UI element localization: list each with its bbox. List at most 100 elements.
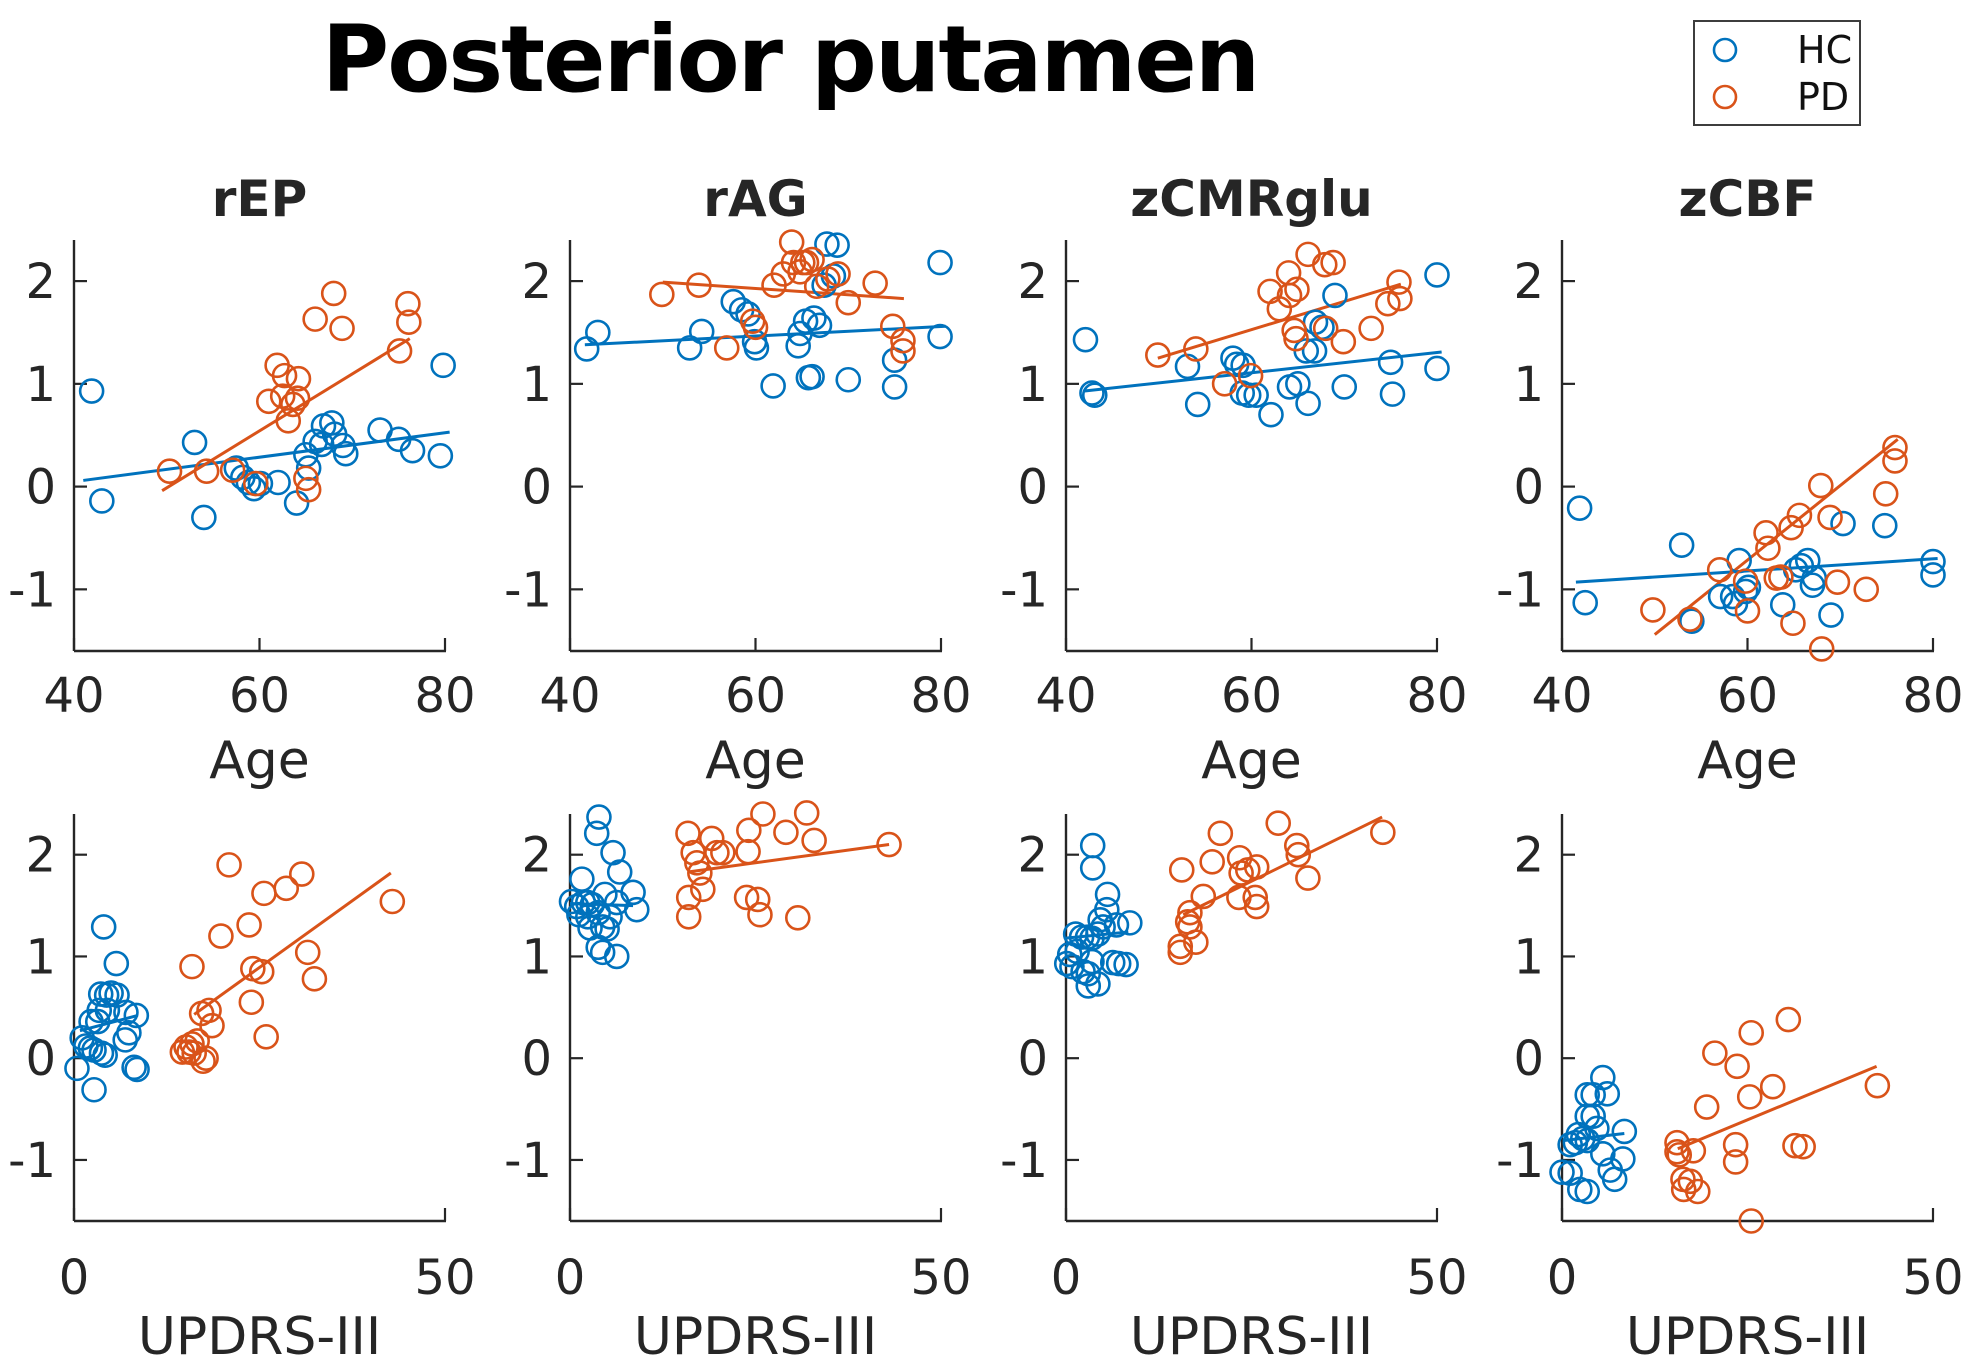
data-point-pd bbox=[1265, 810, 1292, 836]
data-point-hc bbox=[113, 999, 139, 1026]
data-point-hc bbox=[597, 903, 623, 930]
x-tick-label: 0 bbox=[555, 1250, 586, 1306]
y-tick-label: 2 bbox=[1017, 254, 1048, 310]
data-point-hc bbox=[558, 888, 585, 915]
data-point-pd bbox=[744, 886, 771, 913]
data-point-pd bbox=[784, 904, 811, 931]
legend-box: HC PD bbox=[1693, 20, 1861, 126]
data-point-pd bbox=[890, 338, 916, 364]
data-point-hc bbox=[760, 373, 786, 399]
data-point-pd bbox=[1782, 1132, 1808, 1159]
legend-item-pd: PD bbox=[1695, 74, 1859, 120]
data-point-hc bbox=[1590, 1064, 1616, 1091]
data-point-hc bbox=[399, 437, 426, 464]
x-tick-label: 60 bbox=[229, 668, 290, 724]
data-point-hc bbox=[1258, 401, 1284, 428]
data-point-hc bbox=[583, 820, 610, 847]
data-point-hc bbox=[785, 333, 811, 359]
x-tick-label: 40 bbox=[1035, 668, 1096, 724]
data-point-hc bbox=[606, 859, 633, 885]
data-point-pd bbox=[1753, 520, 1779, 546]
data-point-pd bbox=[1370, 819, 1396, 846]
data-point-pd bbox=[1722, 1131, 1749, 1158]
data-point-hc bbox=[1668, 532, 1695, 558]
data-point-pd bbox=[1276, 282, 1303, 309]
data-point-hc bbox=[1830, 510, 1856, 537]
data-point-hc bbox=[1113, 951, 1139, 978]
data-point-hc bbox=[1090, 914, 1116, 940]
y-tick-label: 2 bbox=[521, 254, 552, 310]
subplot-zCMRglu-02: -1 0 1 2 40 60 80 zCMRglu Age bbox=[1000, 170, 1467, 791]
data-point-hc bbox=[603, 943, 630, 970]
data-point-pd bbox=[1864, 1072, 1891, 1099]
subplot-zCBF-03: -1 0 1 2 40 60 80 zCBF Age bbox=[1496, 170, 1963, 791]
data-point-hc bbox=[1094, 881, 1121, 908]
y-tick-label: 0 bbox=[1513, 1031, 1544, 1087]
data-point-hc bbox=[116, 1019, 142, 1046]
data-point-pd bbox=[181, 1040, 208, 1066]
data-point-pd bbox=[1211, 371, 1238, 397]
x-tick-label: 0 bbox=[1547, 1250, 1578, 1306]
y-tick-label: 1 bbox=[1513, 929, 1544, 985]
data-point-pd bbox=[199, 1012, 225, 1039]
data-point-pd bbox=[1817, 504, 1843, 531]
data-point-hc bbox=[1285, 371, 1311, 397]
data-point-hc bbox=[1235, 382, 1262, 408]
x-tick-label: 80 bbox=[910, 668, 971, 724]
data-point-hc bbox=[191, 504, 217, 531]
hc-marker-icon bbox=[1712, 37, 1738, 62]
data-point-hc bbox=[1059, 953, 1085, 980]
x-tick-label: 0 bbox=[1051, 1250, 1082, 1306]
data-point-pd bbox=[1882, 434, 1908, 461]
data-point-pd bbox=[1677, 606, 1703, 632]
data-point-pd bbox=[1736, 1084, 1763, 1110]
subplot-UPDRS-III-10: -1 0 1 2 0 50 UPDRS-III bbox=[8, 814, 476, 1364]
data-point-pd bbox=[301, 966, 328, 992]
data-point-hc bbox=[881, 374, 908, 400]
data-point-pd bbox=[649, 281, 675, 308]
y-tick-label: -1 bbox=[1496, 562, 1544, 618]
legend-item-hc: HC bbox=[1695, 27, 1859, 73]
subplot-UPDRS-III-13: -1 0 1 2 0 50 UPDRS-III bbox=[1496, 814, 1964, 1364]
data-point-pd bbox=[690, 876, 716, 903]
data-point-pd bbox=[1732, 568, 1759, 594]
data-point-pd bbox=[684, 850, 710, 876]
data-point-hc bbox=[585, 319, 611, 346]
data-point-pd bbox=[1242, 884, 1269, 911]
data-point-pd bbox=[295, 476, 322, 503]
data-point-hc bbox=[1572, 589, 1598, 616]
data-point-pd bbox=[248, 958, 275, 985]
data-point-hc bbox=[623, 896, 650, 923]
data-point-pd bbox=[219, 457, 246, 483]
data-point-hc bbox=[1243, 382, 1269, 408]
data-point-pd bbox=[1283, 325, 1309, 352]
x-tick-label: 50 bbox=[1406, 1250, 1467, 1306]
data-point-pd bbox=[1664, 1129, 1690, 1156]
data-point-hc bbox=[1424, 262, 1450, 288]
x-tick-label: 40 bbox=[539, 668, 600, 724]
data-point-pd bbox=[280, 391, 306, 418]
data-point-pd bbox=[1680, 1137, 1707, 1164]
data-point-pd bbox=[747, 901, 773, 928]
data-point-hc bbox=[78, 378, 105, 404]
trend-line-hc bbox=[1575, 557, 1938, 584]
data-point-hc bbox=[1580, 1103, 1606, 1129]
data-point-pd bbox=[1177, 899, 1203, 926]
data-point-hc bbox=[1068, 924, 1095, 950]
data-point-pd bbox=[1183, 336, 1209, 362]
data-point-hc bbox=[295, 455, 322, 481]
data-point-pd bbox=[1734, 598, 1761, 624]
data-point-hc bbox=[1072, 326, 1099, 353]
data-point-hc bbox=[1103, 912, 1130, 938]
data-point-pd bbox=[1693, 1094, 1720, 1120]
data-point-pd bbox=[862, 270, 888, 296]
x-tick-label: 60 bbox=[725, 668, 786, 724]
data-point-hc bbox=[806, 312, 833, 339]
data-point-hc bbox=[1331, 374, 1358, 400]
data-point-pd bbox=[1755, 535, 1781, 562]
data-point-hc bbox=[735, 301, 761, 327]
data-point-pd bbox=[799, 246, 825, 273]
data-point-hc bbox=[1379, 381, 1406, 407]
data-point-hc bbox=[86, 997, 113, 1024]
y-tick-label: -1 bbox=[1000, 1133, 1048, 1189]
